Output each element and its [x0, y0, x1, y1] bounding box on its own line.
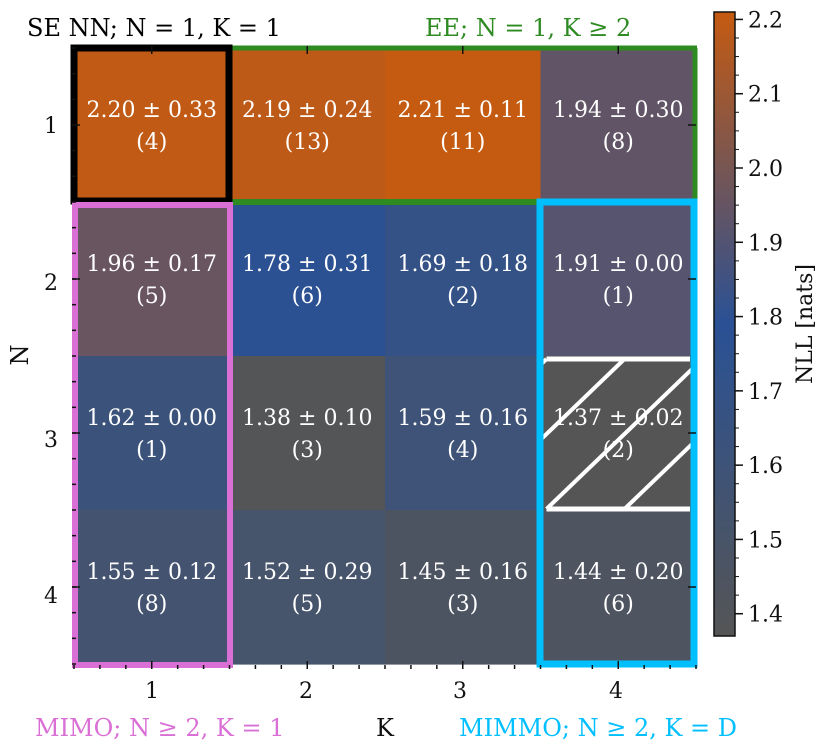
heatmap-cell: [229, 510, 386, 665]
cell-count-label: (3): [447, 592, 478, 617]
hatch-line: [541, 357, 626, 443]
cell-count-label: (6): [292, 284, 323, 309]
heatmap-cell: [540, 356, 697, 511]
heatmap-cells: [74, 48, 697, 665]
cell-value-label: 2.20 ± 0.33: [87, 98, 217, 123]
cell-value-label: 1.96 ± 0.17: [87, 252, 217, 277]
hatch-line: [545, 365, 693, 511]
x-tick-labels: 1 2 3 4: [145, 679, 623, 704]
cell-value-label: 1.59 ± 0.16: [398, 406, 528, 431]
colorbar-tick-label: 1.4: [748, 603, 783, 628]
cell-value-label: 1.91 ± 0.00: [553, 252, 683, 277]
cell-count-label: (8): [603, 130, 634, 155]
heatmap-cell: [385, 48, 542, 203]
axis-ticks: [72, 46, 697, 669]
heatmap-cell: [74, 48, 231, 203]
cell-count-label: (5): [136, 284, 167, 309]
cell-value-label: 2.21 ± 0.11: [398, 98, 528, 123]
heatmap-cell: [229, 48, 386, 203]
cell-count-label: (8): [136, 592, 167, 617]
cell-value-label: 1.55 ± 0.12: [87, 560, 217, 585]
heatmap-cell: [385, 356, 542, 511]
heatmap-cell: [540, 48, 697, 203]
heatmap-cell: [229, 356, 386, 511]
cell-value-label: 1.44 ± 0.20: [553, 560, 683, 585]
y-tick-label: 1: [44, 114, 58, 139]
cell-count-label: (2): [603, 438, 634, 463]
heatmap-cell: [540, 202, 697, 357]
heatmap-cell: [385, 510, 542, 665]
y-tick-label: 2: [44, 271, 58, 296]
colorbar-tick-label: 1.6: [748, 454, 783, 479]
colorbar-ticks: 1.4 1.5 1.6 1.7 1.8 1.9 2.0 2.1 2.2: [735, 8, 783, 628]
colorbar-tick-label: 1.5: [748, 528, 783, 553]
cell-value-label: 1.69 ± 0.18: [398, 252, 528, 277]
y-axis-label: N: [6, 345, 34, 366]
y-tick-label: 4: [44, 584, 58, 609]
se-annotation: SE NN; N = 1, K = 1: [27, 14, 281, 42]
cell-count-label: (13): [285, 130, 330, 155]
cell-value-label: 1.94 ± 0.30: [553, 98, 683, 123]
heatmap-cell: [229, 202, 386, 357]
x-axis-label: K: [376, 714, 395, 742]
heatmap-cell-labels: 2.20 ± 0.33 (4) 2.19 ± 0.24 (13) 2.21 ± 0.11…: [87, 98, 684, 617]
mimo-annotation: MIMO; N ≥ 2, K = 1: [35, 714, 284, 742]
mimmo-annotation: MIMMO; N ≥ 2, K = D: [459, 714, 737, 742]
cell-count-label: (1): [603, 284, 634, 309]
colorbar-label: NLL [nats]: [793, 264, 818, 384]
colorbar-tick-label: 2.1: [748, 83, 783, 108]
x-tick-label: 2: [299, 679, 313, 704]
heatmap-cell: [74, 510, 231, 665]
cell-value-label: 1.45 ± 0.16: [398, 560, 528, 585]
y-tick-label: 3: [44, 428, 58, 453]
cell-value-label: 2.19 ± 0.24: [242, 98, 372, 123]
colorbar-tick-label: 2.2: [748, 8, 783, 33]
cell-value-label: 1.62 ± 0.00: [87, 406, 217, 431]
heatmap-cell: [540, 510, 697, 665]
cell-value-label: 1.37 ± 0.02: [553, 406, 683, 431]
ee-annotation: EE; N = 1, K ≥ 2: [425, 14, 631, 42]
colorbar-tick-label: 1.8: [748, 306, 783, 331]
x-tick-label: 3: [453, 679, 467, 704]
colorbar-tick-label: 1.7: [748, 380, 783, 405]
cell-count-label: (4): [447, 438, 478, 463]
cell-count-label: (3): [292, 438, 323, 463]
cell-count-label: (1): [136, 438, 167, 463]
x-tick-label: 4: [609, 679, 623, 704]
heatmap-cell: [74, 356, 231, 511]
cell-count-label: (6): [603, 592, 634, 617]
cell-value-label: 1.38 ± 0.10: [242, 406, 372, 431]
heatmap-cell: [74, 202, 231, 357]
colorbar-tick-label: 2.0: [748, 157, 783, 182]
cell-count-label: (11): [440, 130, 485, 155]
cell-value-label: 1.78 ± 0.31: [242, 252, 372, 277]
cell-count-label: (5): [292, 592, 323, 617]
x-tick-label: 1: [145, 679, 159, 704]
y-tick-labels: 1 2 3 4: [44, 114, 58, 609]
colorbar: [713, 11, 736, 637]
cell-count-label: (4): [136, 130, 167, 155]
cell-value-label: 1.52 ± 0.29: [242, 560, 372, 585]
cell-count-label: (2): [447, 284, 478, 309]
colorbar-tick-label: 1.9: [748, 231, 783, 256]
hatch-pattern: [541, 356, 693, 512]
hatch-line: [623, 440, 693, 511]
heatmap-cell: [385, 202, 542, 357]
